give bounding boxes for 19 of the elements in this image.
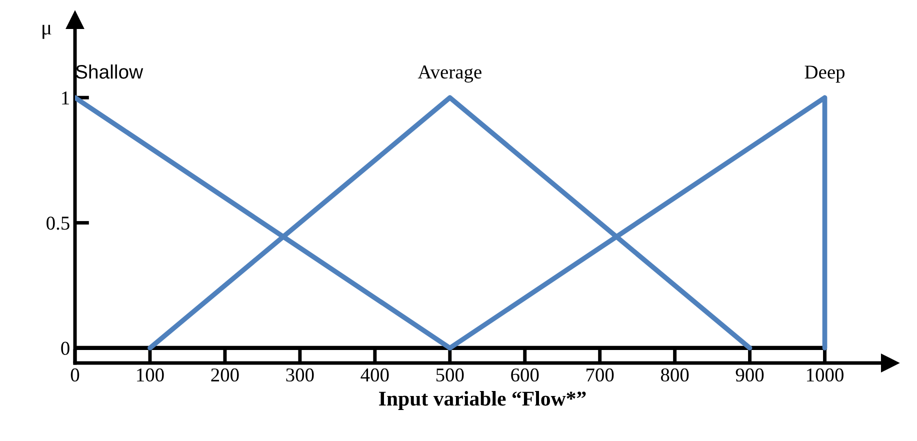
x-tick-label: 600 [511, 368, 539, 382]
x-tick-label: 0 [70, 368, 80, 382]
x-tick-label: 300 [286, 368, 314, 382]
x-tick-label: 400 [360, 368, 389, 382]
y-axis-title: μ [42, 24, 52, 39]
x-tick-label: 500 [436, 368, 464, 382]
series-label: Average [418, 66, 482, 83]
x-axis-title: Input variable “Flow*” [379, 391, 586, 410]
series-label: Shallow [76, 64, 144, 79]
x-tick-label: 1000 [807, 368, 844, 382]
x-tick-label: 100 [137, 368, 164, 382]
series-label: Deep [804, 66, 845, 83]
y-tick-label: 1 [62, 92, 69, 104]
x-tick-label: 900 [736, 368, 764, 382]
y-tick-label: 0.5 [46, 216, 70, 230]
x-tick-label: 200 [211, 368, 239, 382]
x-tick-label: 800 [660, 368, 689, 382]
y-tick-label: 0 [61, 342, 70, 355]
x-tick-label: 700 [586, 368, 614, 382]
